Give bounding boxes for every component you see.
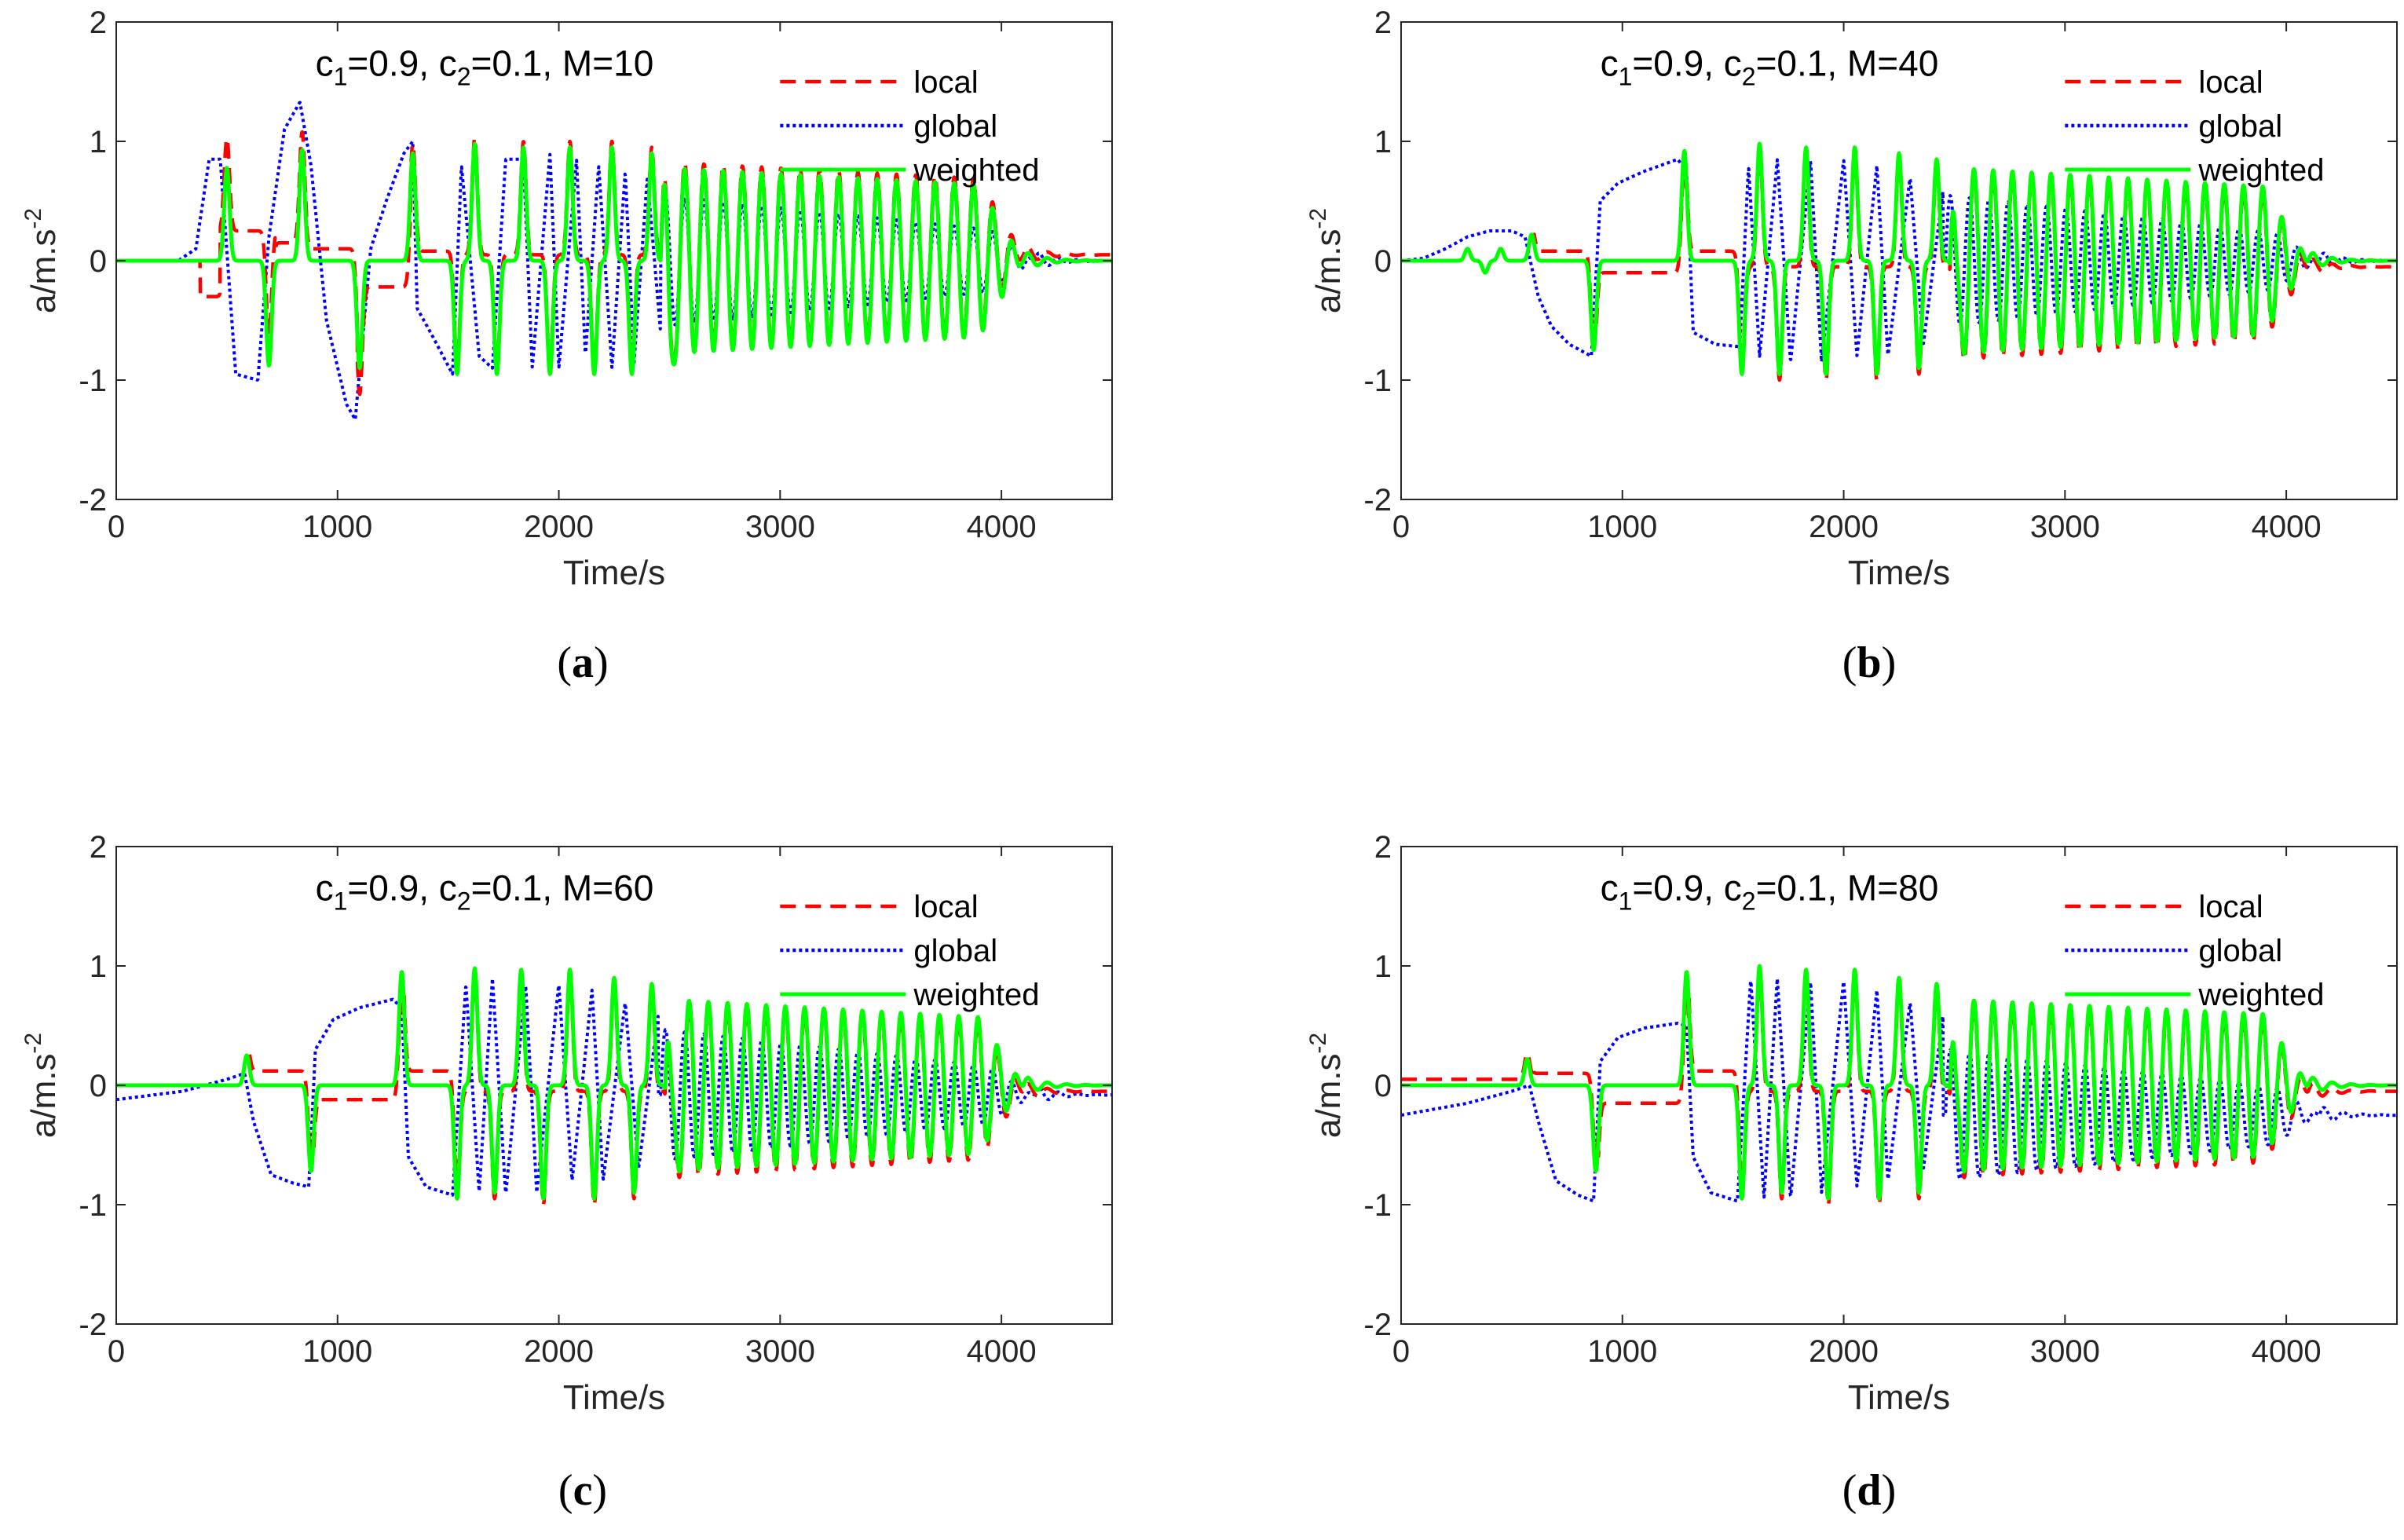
y-axis-label: a/m.s-2 [20,1033,63,1138]
legend-label-local: local [2198,890,2263,924]
x-axis-label: Time/s [1848,554,1950,592]
y-tick-label: -2 [1363,1308,1392,1342]
x-tick-label: 0 [1392,1334,1410,1369]
x-tick-label: 1000 [1587,510,1657,544]
x-tick-label: 4000 [967,1334,1037,1369]
series-line-weighted [116,141,1112,376]
x-tick-label: 1000 [302,510,372,544]
y-tick-label: 0 [90,1069,107,1103]
x-tick-label: 0 [108,1334,125,1369]
y-tick-label: -1 [79,364,107,398]
legend-label-local: local [2198,65,2263,100]
x-tick-label: 1000 [1587,1334,1657,1369]
y-tick-label: 2 [90,5,107,40]
y-tick-label: 2 [90,830,107,865]
panel-label: (a) [557,638,608,687]
parameter-annotation: c1=0.9, c2=0.1, M=10 [316,42,654,90]
x-tick-label: 3000 [2030,1334,2100,1369]
y-axis-label: a/m.s-2 [1305,208,1348,313]
y-tick-label: 1 [1374,125,1392,159]
x-tick-label: 4000 [2252,1334,2322,1369]
x-tick-label: 0 [1392,510,1410,544]
y-tick-label: -1 [1363,1188,1392,1223]
panel-c: 0 1000 2000 3000 4000 -2 -1 0 1 2 Time/s a/m.s-2 c1=… [20,830,1113,1417]
y-tick-label: 0 [90,244,107,279]
x-tick-label: 1000 [302,1334,372,1369]
y-tick-label: 1 [90,125,107,159]
panel-b: 0 1000 2000 3000 4000 -2 -1 0 1 2 Time/s a/m.s-2 c1=… [1305,5,2398,592]
x-tick-label: 2000 [1809,510,1879,544]
parameter-annotation: c1=0.9, c2=0.1, M=40 [1601,42,1939,90]
y-tick-label: -1 [1363,364,1392,398]
legend-label-global: global [913,934,997,968]
series-line-weighted [116,966,1112,1201]
legend-label-global: global [2198,109,2282,144]
y-tick-label: 0 [1374,244,1392,279]
legend-label-weighted: weighted [2197,153,2324,188]
legend-label-global: global [2198,934,2282,968]
x-axis-label: Time/s [1848,1378,1950,1417]
legend-label-weighted: weighted [913,153,1039,188]
x-tick-label: 4000 [2252,510,2322,544]
y-tick-label: -1 [79,1188,107,1223]
y-axis-label: a/m.s-2 [20,208,63,313]
series-line-global [116,101,1112,422]
x-tick-label: 3000 [745,510,815,544]
x-tick-label: 2000 [524,1334,594,1369]
x-tick-label: 3000 [745,1334,815,1369]
x-tick-label: 0 [108,510,125,544]
y-tick-label: -2 [79,1308,107,1342]
panel-d: 0 1000 2000 3000 4000 -2 -1 0 1 2 Time/s a/m.s-2 c1=… [1305,830,2398,1417]
series-line-weighted [1401,141,2397,376]
x-tick-label: 3000 [2030,510,2100,544]
series-line-global [1401,157,2397,364]
panel-label: (d) [1842,1466,1896,1515]
x-tick-label: 4000 [967,510,1037,544]
x-tick-label: 2000 [1809,1334,1879,1369]
legend-label-global: global [913,109,997,144]
y-tick-label: 1 [1374,949,1392,984]
y-tick-label: -2 [1363,483,1392,518]
panel-label: (c) [558,1466,607,1515]
series-line-weighted [1401,964,2397,1201]
y-tick-label: 2 [1374,5,1392,40]
y-tick-label: -2 [79,483,107,518]
legend-label-weighted: weighted [913,978,1039,1012]
x-axis-label: Time/s [563,554,665,592]
x-axis-label: Time/s [563,1378,665,1417]
parameter-annotation: c1=0.9, c2=0.1, M=80 [1601,867,1939,915]
legend-label-local: local [913,65,978,100]
x-tick-label: 2000 [524,510,594,544]
panel-label: (b) [1842,638,1896,687]
legend-label-weighted: weighted [2197,978,2324,1012]
y-tick-label: 1 [90,949,107,984]
y-tick-label: 0 [1374,1069,1392,1103]
legend-label-local: local [913,890,978,924]
parameter-annotation: c1=0.9, c2=0.1, M=60 [316,867,654,915]
y-tick-label: 2 [1374,830,1392,865]
y-axis-label: a/m.s-2 [1305,1033,1348,1138]
panel-a: 0 1000 2000 3000 4000 -2 -1 0 1 2 Time/s a/m.s-2 c1=… [20,5,1113,592]
